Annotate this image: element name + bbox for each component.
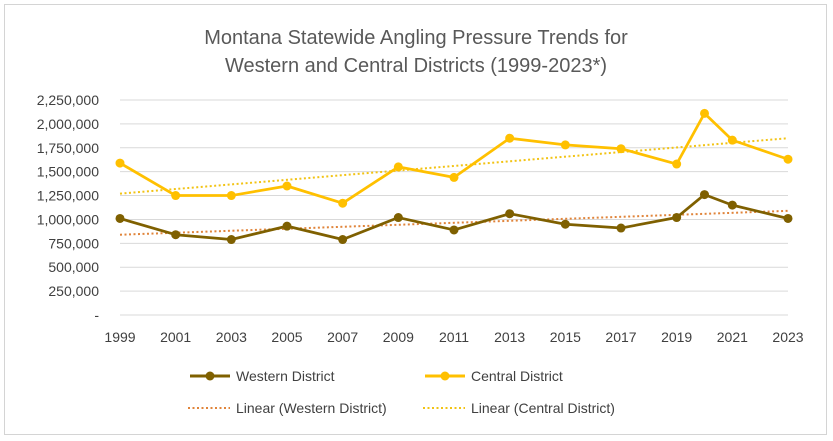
- series-points: [115, 108, 793, 245]
- x-axis-ticks: 1999 2001 2003 2005 2007 2009 2011 2013 2015 2017…: [104, 329, 803, 345]
- x-tick-label-2021: 2021: [717, 329, 748, 345]
- y-tick-label-0: -: [94, 307, 99, 323]
- data-point-s0-2017: [616, 223, 626, 233]
- legend-western-label: Western District: [236, 368, 335, 384]
- y-tick-label-7: 1,750,000: [37, 140, 99, 156]
- y-axis-ticks: - 250,000 500,000 750,000 1,000,000 1,250,000…: [37, 92, 100, 323]
- trendline-0: [119, 209, 789, 236]
- data-point-s1-2001: [171, 191, 181, 201]
- data-point-s1-2017: [616, 144, 626, 154]
- data-point-s1-2007: [338, 198, 348, 208]
- legend-western-marker: [205, 371, 215, 381]
- data-point-s0-2023: [783, 213, 793, 223]
- legend-item-central: Central District: [425, 368, 563, 384]
- data-point-s0-2019: [672, 213, 682, 223]
- legend: Western District Central District Linear…: [188, 368, 615, 416]
- legend-linear-western-label: Linear (Western District): [236, 400, 387, 416]
- gridlines: [120, 99, 788, 316]
- data-point-s0-2013: [505, 209, 515, 219]
- y-tick-label-4: 1,000,000: [37, 211, 99, 227]
- legend-item-linear-western: Linear (Western District): [188, 400, 387, 416]
- y-tick-label-1: 250,000: [48, 283, 99, 299]
- chart-title-line-1: Montana Statewide Angling Pressure Trend…: [204, 27, 628, 49]
- data-point-s0-2011: [449, 225, 459, 235]
- x-tick-label-2017: 2017: [605, 329, 636, 345]
- chart-title-line-2: Western and Central Districts (1999-2023…: [225, 55, 607, 77]
- y-tick-label-8: 2,000,000: [37, 116, 99, 132]
- x-tick-label-1999: 1999: [104, 329, 135, 345]
- data-point-s0-2015: [560, 219, 570, 229]
- data-point-s1-2023: [783, 154, 793, 164]
- data-point-s1-2020: [700, 108, 709, 118]
- data-point-s1-2009: [393, 162, 403, 172]
- legend-linear-central-label: Linear (Central District): [471, 400, 615, 416]
- data-point-s1-2003: [226, 191, 236, 201]
- data-point-s0-2007: [338, 235, 348, 245]
- legend-central-label: Central District: [471, 368, 563, 384]
- x-tick-label-2003: 2003: [216, 329, 247, 345]
- x-tick-label-2007: 2007: [327, 329, 358, 345]
- x-tick-label-2001: 2001: [160, 329, 191, 345]
- data-point-s0-2001: [171, 230, 181, 240]
- y-tick-label-3: 750,000: [48, 235, 99, 251]
- x-tick-label-2005: 2005: [271, 329, 302, 345]
- data-point-s0-2003: [226, 235, 236, 245]
- x-tick-label-2011: 2011: [439, 329, 469, 345]
- y-tick-label-5: 1,250,000: [37, 188, 99, 204]
- y-tick-label-2: 500,000: [48, 259, 99, 275]
- y-tick-label-6: 1,500,000: [37, 164, 99, 180]
- y-tick-label-9: 2,250,000: [37, 92, 99, 108]
- data-point-s1-2015: [560, 140, 570, 150]
- legend-item-western: Western District: [190, 368, 335, 384]
- data-point-s1-2021: [727, 135, 737, 145]
- data-point-s0-2021: [727, 200, 737, 210]
- data-point-s1-2019: [672, 159, 682, 169]
- x-tick-label-2019: 2019: [661, 329, 692, 345]
- data-point-s0-1999: [115, 213, 125, 223]
- data-point-s0-2005: [282, 221, 292, 231]
- x-tick-label-2009: 2009: [383, 329, 414, 345]
- legend-central-marker: [440, 371, 450, 381]
- trendlines: [119, 137, 789, 236]
- x-tick-label-2023: 2023: [772, 329, 803, 345]
- x-tick-label-2015: 2015: [550, 329, 581, 345]
- data-point-s1-2005: [282, 181, 292, 191]
- series-lines: [119, 112, 789, 241]
- series-line-1: [119, 112, 789, 205]
- data-point-s1-2011: [449, 172, 459, 182]
- trendline-1: [119, 137, 789, 195]
- data-point-s0-2009: [393, 213, 403, 223]
- series-line-0: [119, 193, 789, 241]
- x-tick-label-2013: 2013: [494, 329, 525, 345]
- data-point-s1-2013: [505, 133, 515, 143]
- data-point-s0-2020: [700, 190, 709, 200]
- legend-item-linear-central: Linear (Central District): [423, 400, 615, 416]
- data-point-s1-1999: [115, 158, 125, 168]
